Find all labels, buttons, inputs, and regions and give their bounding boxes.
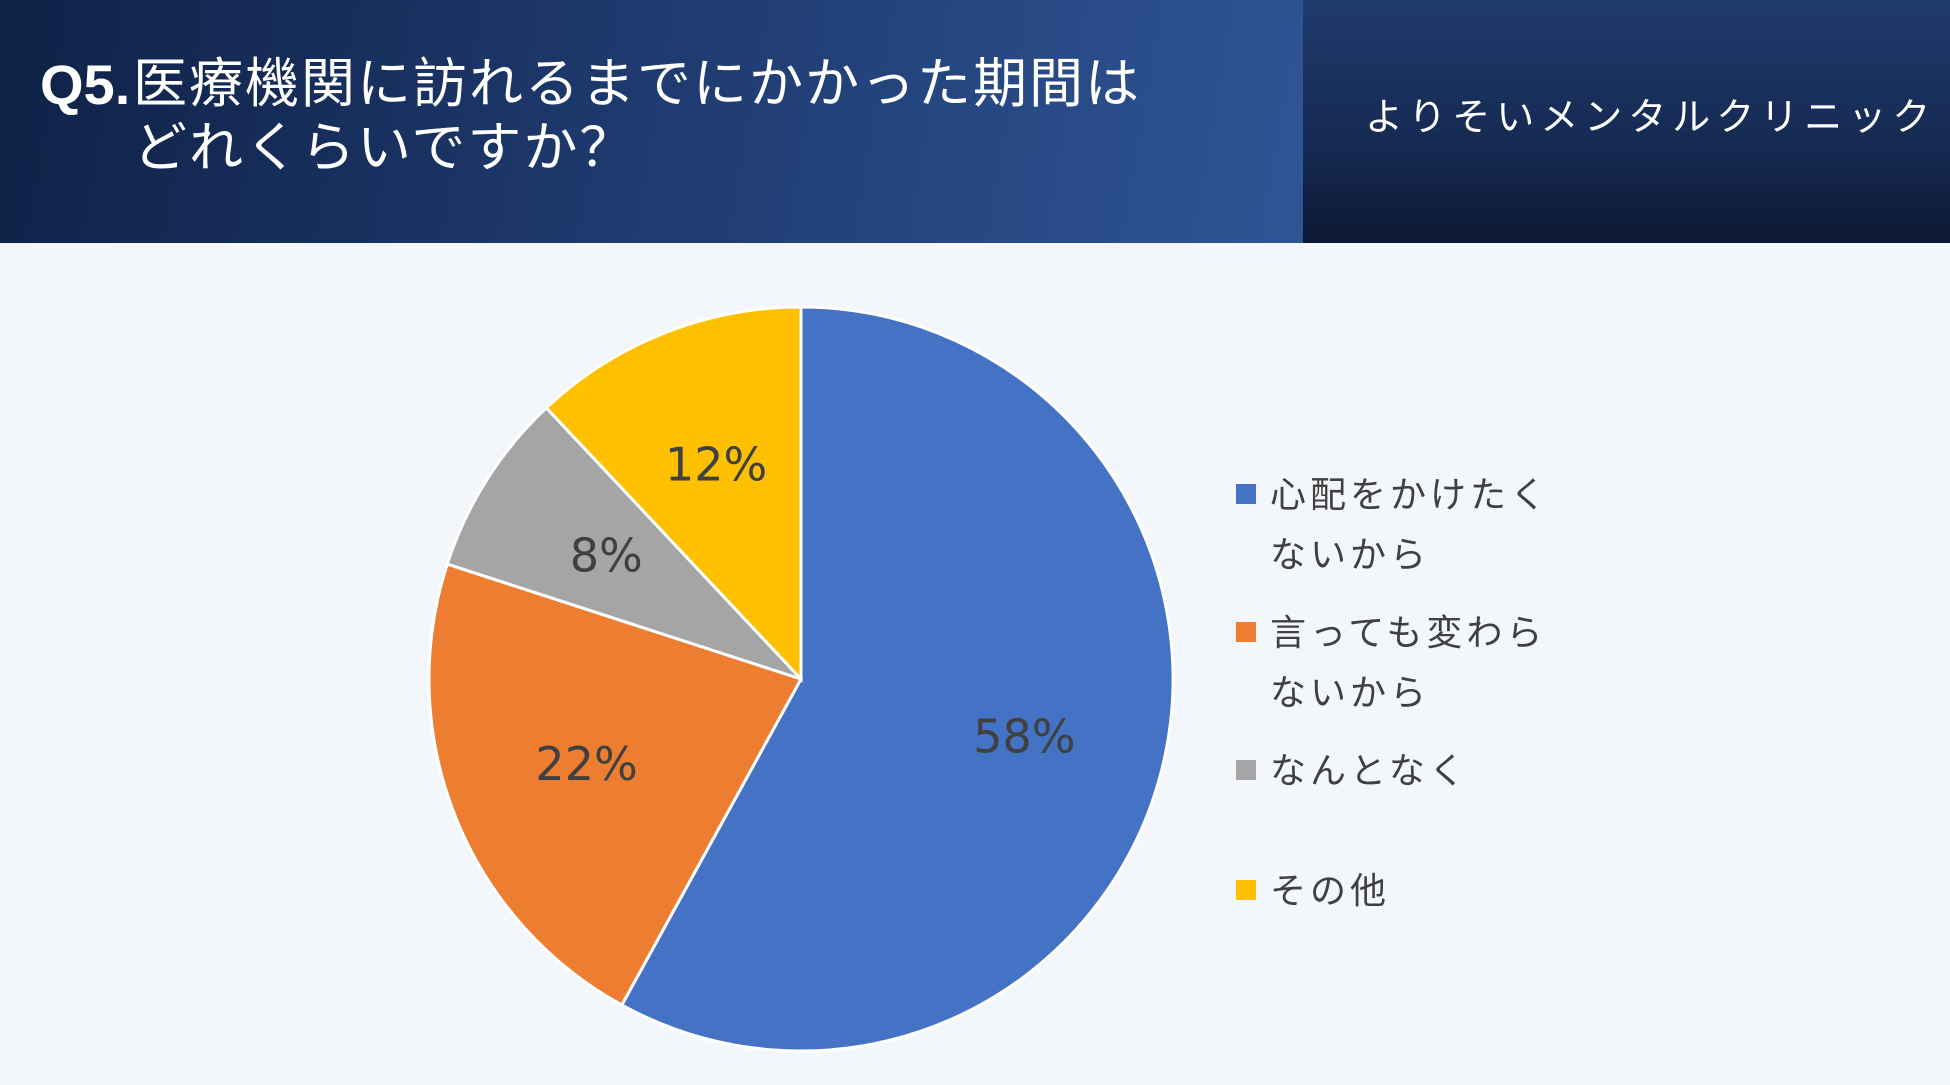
legend-label: なんとなく (1270, 751, 1469, 792)
legend-item: その他 (1236, 862, 1566, 922)
legend-item: 心配をかけたくないから (1236, 466, 1566, 586)
question-number: Q5. (40, 53, 131, 116)
pie-slices (427, 305, 1175, 1053)
legend-swatch (1236, 880, 1256, 900)
legend-label: その他 (1270, 871, 1391, 912)
slice-percent-label: 8% (570, 528, 643, 582)
chart-legend: 心配をかけたくないから 言っても変わらないから なんとなく その他 (1236, 466, 1566, 940)
legend-swatch (1236, 622, 1256, 642)
pie-chart: 58% 22% 8% 12% (427, 305, 1175, 1053)
legend-swatch (1236, 484, 1256, 504)
legend-item: 言っても変わらないから (1236, 604, 1566, 724)
slice-percent-label: 12% (665, 438, 767, 492)
pie-slice (619, 305, 1175, 1053)
pie-slice (544, 305, 803, 683)
legend-swatch (1236, 760, 1256, 780)
question-title-line2: どれくらいですか？ (133, 116, 636, 179)
pie-labels: 58% 22% 8% 12% (535, 438, 1075, 791)
pie-slice (427, 562, 804, 1008)
question-title-line1: 医療機関に訪れるまでにかかった期間は (133, 52, 1141, 115)
legend-label: 言っても変わらないから (1270, 613, 1547, 714)
clinic-name: よりそいメンタルクリニック (1365, 95, 1937, 139)
slice-percent-label: 22% (535, 737, 637, 791)
question-title: 医療機関に訪れるまでにかかった期間は どれくらいですか？ (133, 52, 1283, 180)
pie-slice (445, 405, 803, 681)
header-banner: Q5. 医療機関に訪れるまでにかかった期間は どれくらいですか？ よりそいメンタ… (0, 0, 1950, 243)
header-left-panel (0, 0, 1303, 243)
legend-item: なんとなく (1236, 742, 1566, 802)
header-right-panel (1303, 0, 1950, 243)
legend-label: 心配をかけたくないから (1270, 475, 1551, 576)
slice-percent-label: 58% (973, 709, 1075, 763)
